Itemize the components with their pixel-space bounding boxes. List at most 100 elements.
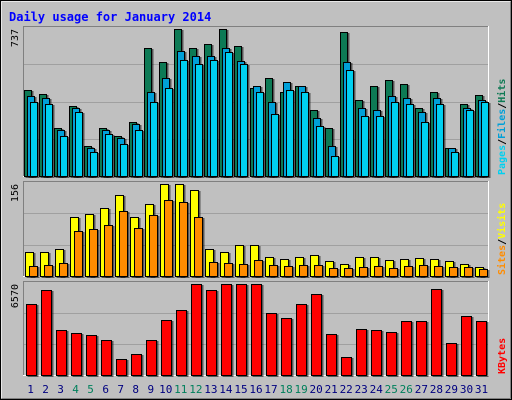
x-tick-label: 10: [159, 383, 172, 396]
bar-pages-day-26: [406, 104, 414, 177]
bar-pages-day-20: [316, 126, 324, 177]
bar-kbytes-day-30: [461, 316, 472, 376]
panel-middle: 156 Sites/Visits: [10, 181, 508, 277]
bar-kbytes-day-11: [176, 310, 187, 376]
bar-pages-day-4: [75, 112, 83, 177]
x-tick-label: 12: [189, 383, 202, 396]
bar-pages-day-31: [481, 102, 489, 177]
bar-sites-day-20: [314, 265, 323, 277]
x-tick-label: 14: [219, 383, 233, 396]
bar-sites-day-1: [29, 266, 38, 277]
bar-sites-day-5: [89, 229, 98, 277]
bar-pages-day-13: [210, 60, 218, 177]
bar-pages-day-29: [451, 152, 459, 177]
bar-kbytes-day-17: [266, 313, 277, 376]
bar-pages-day-15: [240, 64, 248, 177]
legend-label: KBytes: [497, 338, 508, 374]
bar-kbytes-day-6: [101, 340, 112, 376]
panel-bottom: 6570 KBytes: [10, 281, 508, 376]
chart-panels: 737Pages/Files/Hits156Sites/Visits6570KB…: [10, 26, 508, 376]
bar-pages-day-3: [60, 136, 68, 177]
legend-label: Files: [496, 109, 508, 139]
bar-sites-day-17: [269, 265, 278, 277]
y-max-label: 156: [10, 184, 21, 202]
bar-sites-day-27: [419, 265, 428, 277]
bar-pages-day-14: [225, 52, 233, 177]
bar-kbytes-day-7: [116, 359, 127, 376]
bar-pages-day-2: [45, 104, 53, 177]
y-max-label: 737: [10, 29, 21, 47]
bar-kbytes-day-25: [386, 332, 397, 376]
y-max-label: 6570: [10, 284, 21, 308]
bar-pages-day-21: [331, 156, 339, 177]
x-tick-label: 1: [27, 383, 34, 396]
bar-kbytes-day-19: [296, 304, 307, 376]
bar-pages-day-19: [301, 92, 309, 177]
x-tick-label: 5: [87, 383, 94, 396]
bar-sites-day-25: [389, 268, 398, 277]
bar-sites-day-16: [254, 260, 263, 277]
bar-pages-day-27: [421, 122, 429, 177]
bar-kbytes-day-1: [26, 304, 37, 376]
bar-kbytes-day-21: [326, 334, 337, 376]
bar-pages-day-17: [271, 114, 279, 177]
x-tick-label: 3: [57, 383, 64, 396]
x-tick-label: 18: [279, 383, 292, 396]
bar-kbytes-day-20: [311, 294, 322, 376]
bar-pages-day-10: [165, 88, 173, 177]
bar-sites-day-28: [434, 266, 443, 277]
bar-kbytes-day-24: [371, 330, 382, 376]
x-tick-label: 2: [42, 383, 49, 396]
panel-legend: Pages/Files/Hits: [496, 79, 508, 175]
bar-kbytes-day-13: [206, 290, 217, 376]
bar-pages-day-30: [466, 110, 474, 177]
x-tick-label: 22: [340, 383, 353, 396]
bar-kbytes-day-8: [131, 354, 142, 376]
x-tick-label: 8: [132, 383, 139, 396]
x-tick-label: 4: [72, 383, 79, 396]
bar-sites-day-29: [449, 267, 458, 277]
bar-kbytes-day-26: [401, 321, 412, 376]
bar-kbytes-day-29: [446, 343, 457, 376]
bar-sites-day-9: [149, 215, 158, 277]
bar-kbytes-day-5: [86, 335, 97, 376]
bar-sites-day-3: [59, 263, 68, 277]
x-tick-label: 27: [415, 383, 428, 396]
bar-pages-day-16: [256, 92, 264, 177]
bar-pages-day-7: [120, 144, 128, 177]
bar-kbytes-day-18: [281, 318, 292, 376]
bar-pages-day-28: [436, 104, 444, 177]
chart-title: Daily usage for January 2014: [9, 10, 211, 24]
bar-sites-day-6: [104, 225, 113, 277]
x-tick-label: 28: [430, 383, 443, 396]
bar-pages-day-11: [180, 60, 188, 177]
x-tick-label: 25: [385, 383, 398, 396]
x-tick-label: 15: [234, 383, 247, 396]
panel-legend: KBytes: [497, 338, 508, 374]
legend-separator: /: [497, 103, 508, 109]
bar-kbytes-day-15: [236, 284, 247, 376]
bar-pages-day-22: [346, 70, 354, 177]
bar-sites-day-26: [404, 266, 413, 277]
x-tick-label: 21: [325, 383, 338, 396]
bar-kbytes-day-10: [161, 320, 172, 376]
x-tick-label: 16: [249, 383, 262, 396]
x-tick-label: 26: [400, 383, 413, 396]
bar-sites-day-11: [179, 202, 188, 277]
bar-pages-day-1: [30, 102, 38, 177]
panel-legend: Sites/Visits: [496, 203, 508, 275]
bar-kbytes-day-2: [41, 290, 52, 376]
bar-pages-day-25: [391, 102, 399, 177]
bar-sites-day-31: [479, 269, 488, 277]
x-tick-label: 7: [117, 383, 124, 396]
bar-kbytes-day-9: [146, 340, 157, 376]
bar-sites-day-14: [224, 263, 233, 277]
legend-separator: /: [497, 239, 508, 245]
bar-pages-day-8: [135, 130, 143, 177]
legend-label: Visits: [496, 203, 508, 239]
bar-kbytes-day-23: [356, 329, 367, 376]
x-tick-label: 31: [475, 383, 488, 396]
legend-label: Sites: [496, 245, 508, 275]
bar-kbytes-day-4: [71, 333, 82, 376]
